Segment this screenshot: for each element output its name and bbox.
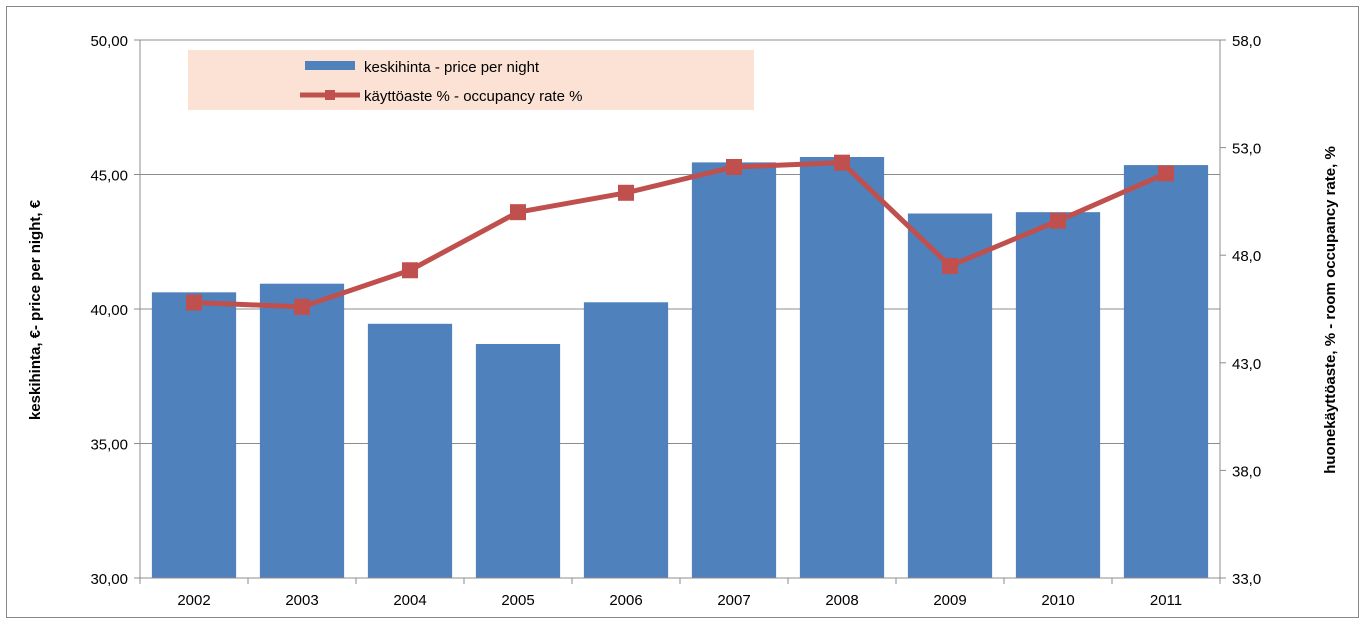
occupancy-line — [193, 160, 1168, 310]
y-axis-title-right: huonekäyttöaste, % - room occupancy rate… — [1322, 146, 1339, 474]
bar-series — [151, 157, 1209, 578]
x-tick-label: 2002 — [177, 592, 210, 609]
legend: keskihinta - price per night käyttöaste … — [188, 50, 754, 110]
line-marker — [942, 257, 958, 274]
line-marker — [726, 158, 742, 175]
line-marker — [1158, 165, 1174, 182]
line-series — [186, 154, 1174, 315]
x-tick-label: 2008 — [825, 592, 858, 609]
x-tick-label: 2009 — [933, 592, 966, 609]
x-tick-label: 2003 — [285, 592, 318, 609]
y-tick-label-right: 58,0 — [1232, 33, 1261, 50]
y-tick-label-left: 50,00 — [90, 33, 128, 50]
x-tick-label: 2007 — [717, 592, 750, 609]
line-marker — [402, 262, 418, 279]
bar — [1015, 212, 1101, 578]
y-tick-label-left: 40,00 — [90, 302, 128, 319]
bar — [907, 213, 993, 578]
x-tick-label: 2004 — [393, 592, 426, 609]
x-tick-label: 2011 — [1150, 592, 1182, 609]
line-marker — [294, 298, 310, 315]
bar — [583, 302, 669, 578]
bar — [259, 283, 345, 578]
line-marker — [618, 184, 634, 201]
legend-swatch-marker — [325, 90, 335, 100]
legend-label-price: keskihinta - price per night — [364, 59, 540, 76]
bar — [367, 323, 453, 578]
y-tick-label-left: 45,00 — [90, 168, 128, 185]
bar — [151, 292, 237, 578]
legend-label-occupancy: käyttöaste % - occupancy rate % — [364, 88, 582, 105]
y-tick-label-right: 43,0 — [1232, 356, 1261, 373]
bar — [799, 157, 885, 578]
line-marker — [186, 294, 202, 311]
line-marker — [834, 154, 850, 171]
y-tick-label-left: 35,00 — [90, 437, 128, 454]
bar — [691, 162, 777, 578]
axes: 30,00 35,00 40,00 45,00 50,00 33,0 38,0 43,0 48,… — [90, 33, 1261, 609]
y-tick-label-right: 53,0 — [1232, 141, 1261, 158]
y-tick-label-right: 33,0 — [1232, 571, 1261, 588]
bar — [1123, 165, 1209, 578]
y-tick-label-left: 30,00 — [90, 571, 128, 588]
y-axis-title-left: keskihinta, €- price per night, € — [27, 199, 44, 420]
legend-swatch-bar — [305, 61, 355, 70]
bar — [475, 343, 561, 578]
x-tick-label: 2010 — [1041, 592, 1074, 609]
line-marker — [1050, 212, 1066, 229]
y-tick-label-right: 38,0 — [1232, 463, 1261, 480]
x-tick-label: 2005 — [501, 592, 534, 609]
legend-background — [188, 50, 754, 110]
y-tick-label-right: 48,0 — [1232, 248, 1261, 265]
line-marker — [510, 204, 526, 221]
x-tick-label: 2006 — [609, 592, 642, 609]
